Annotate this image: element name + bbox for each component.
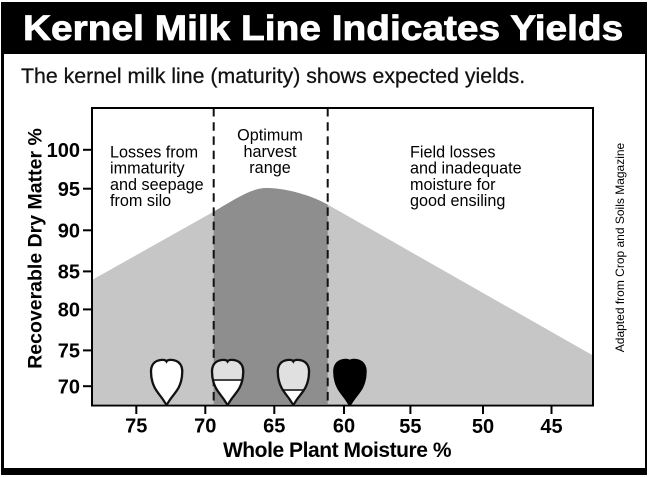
svg-text:Recoverable Dry Matter %: Recoverable Dry Matter %	[25, 128, 47, 369]
svg-text:Field losses: Field losses	[410, 143, 495, 161]
svg-text:55: 55	[399, 416, 421, 438]
svg-text:45: 45	[540, 416, 562, 438]
svg-text:85: 85	[58, 262, 80, 284]
svg-text:Optimum: Optimum	[237, 127, 303, 145]
svg-text:60: 60	[333, 416, 355, 438]
svg-text:range: range	[249, 159, 290, 177]
svg-text:70: 70	[194, 416, 216, 438]
svg-text:Whole Plant Moisture %: Whole Plant Moisture %	[223, 439, 452, 462]
svg-text:and inadequate: and inadequate	[410, 160, 522, 178]
svg-text:good ensiling: good ensiling	[410, 192, 505, 210]
svg-text:90: 90	[58, 221, 80, 243]
svg-text:100: 100	[47, 140, 80, 162]
svg-text:harvest: harvest	[243, 143, 297, 161]
svg-text:70: 70	[58, 376, 80, 398]
svg-text:80: 80	[58, 300, 80, 322]
svg-text:moisture for: moisture for	[410, 176, 496, 194]
svg-text:75: 75	[125, 416, 147, 438]
svg-text:and seepage: and seepage	[110, 176, 204, 194]
svg-text:75: 75	[58, 341, 80, 363]
svg-text:Adapted from Crop and Soils Ma: Adapted from Crop and Soils Magazine	[613, 142, 627, 352]
svg-text:65: 65	[263, 416, 285, 438]
svg-text:from silo: from silo	[110, 192, 171, 210]
svg-text:immaturity: immaturity	[110, 160, 186, 178]
svg-text:Losses from: Losses from	[110, 143, 198, 161]
svg-text:95: 95	[58, 179, 80, 201]
svg-text:50: 50	[472, 416, 494, 438]
